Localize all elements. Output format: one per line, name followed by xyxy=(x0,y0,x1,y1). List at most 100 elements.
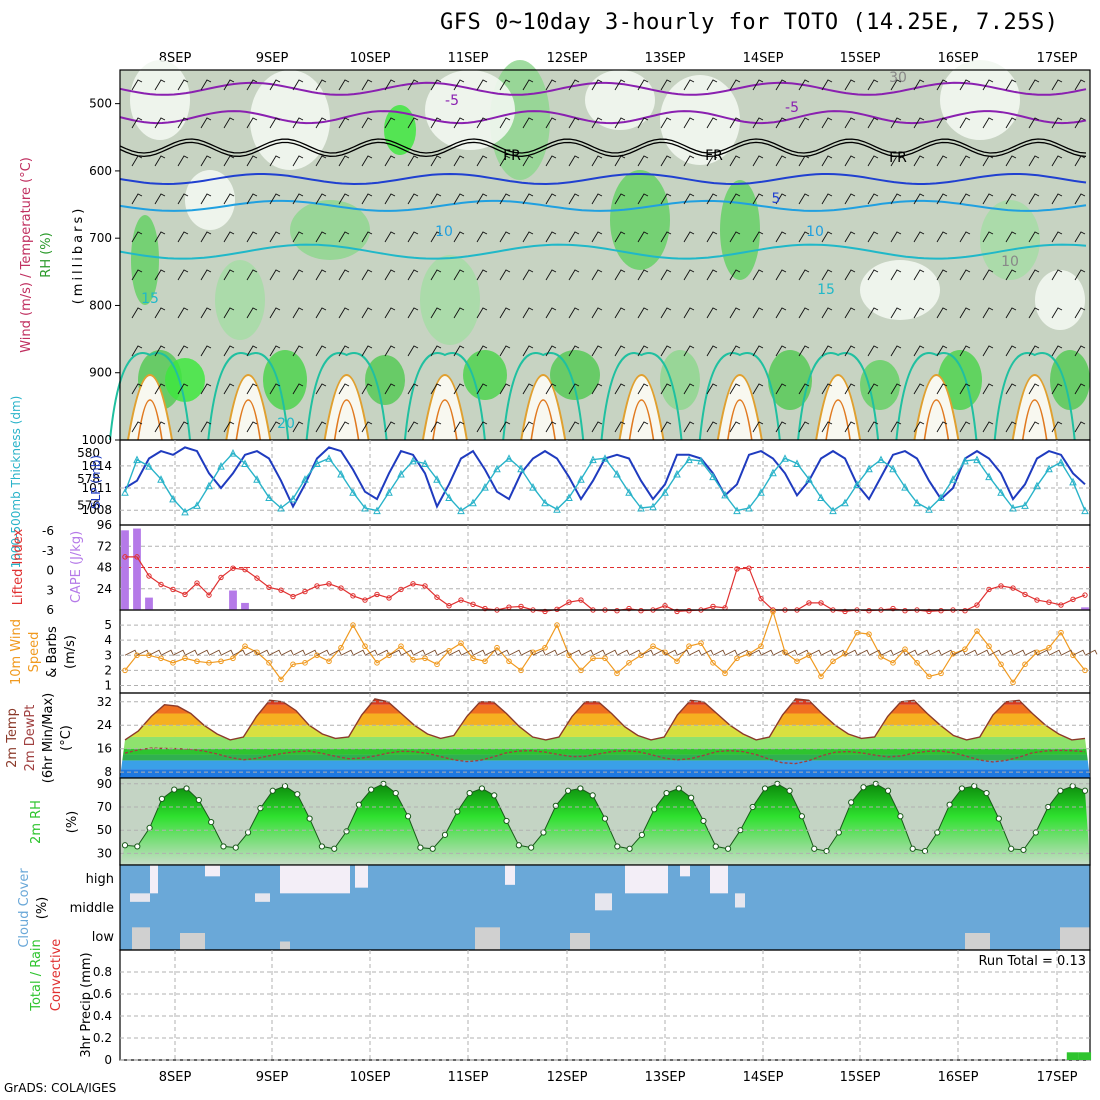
wind-barb xyxy=(752,117,764,129)
wind-barb xyxy=(614,269,626,281)
cape-ylabels: Lifted Index CAPE (J/kg) xyxy=(11,528,84,605)
wind-barb xyxy=(522,307,534,319)
wind-barb xyxy=(614,231,626,243)
slp-tick: 1011 xyxy=(81,481,112,495)
wind-barb xyxy=(268,649,282,656)
wind-marker xyxy=(602,655,608,662)
wind-tick: 4 xyxy=(104,633,112,647)
cape-bar xyxy=(121,530,129,610)
wind-barb xyxy=(706,421,718,433)
wind-barb xyxy=(683,383,695,395)
lifted-marker xyxy=(1010,585,1016,591)
wind-barb xyxy=(982,345,994,357)
wind-barb xyxy=(315,269,327,281)
wind-barb xyxy=(522,193,534,205)
rh-tick: 90 xyxy=(97,777,112,791)
precip-ylabel: 3hr Precip (mm) xyxy=(79,952,94,1057)
wind-barb xyxy=(472,649,486,656)
wind-barb xyxy=(982,231,994,243)
wind-barb xyxy=(752,383,764,395)
thickness-marker xyxy=(541,498,549,507)
wind-barb xyxy=(591,421,603,433)
wind-speed-line xyxy=(124,609,1086,684)
wind-barb xyxy=(407,345,419,357)
rh-marker xyxy=(589,792,596,799)
wind-barb xyxy=(890,307,902,319)
rh-dry-cell xyxy=(425,70,515,150)
wind-marker xyxy=(218,658,224,665)
wind-ylabels: 10m Wind Speed & Barbs (m/s) xyxy=(9,619,78,685)
credit-label: GrADS: COLA/IGES xyxy=(4,1081,117,1095)
wind-barb xyxy=(568,345,580,357)
wind-marker xyxy=(314,652,320,659)
wind-marker xyxy=(278,676,284,683)
wind-marker xyxy=(782,649,788,656)
wind-barb xyxy=(580,649,594,656)
wind-barb xyxy=(752,79,764,91)
wind-barb xyxy=(315,231,327,243)
temp-band xyxy=(120,704,1090,714)
wind-barb xyxy=(798,307,810,319)
wind-barb xyxy=(453,345,465,357)
lifted-marker xyxy=(422,583,428,589)
precip-tick: 0.4 xyxy=(93,1009,112,1023)
wind-marker xyxy=(1058,629,1064,636)
wind-marker xyxy=(938,670,944,677)
wind-barb xyxy=(637,269,649,281)
rh-marker xyxy=(688,794,695,801)
wind-barb xyxy=(384,307,396,319)
wind-barb xyxy=(890,79,902,91)
wind-barb xyxy=(775,193,787,205)
wind-barb xyxy=(752,231,764,243)
wind-barb xyxy=(476,307,488,319)
wind-barb xyxy=(637,79,649,91)
wind-marker xyxy=(530,649,536,656)
wind-barb xyxy=(1028,79,1040,91)
wind-barb xyxy=(1051,345,1063,357)
wind-barb xyxy=(890,421,902,433)
thickness-marker xyxy=(493,464,501,473)
cloud-low xyxy=(132,927,150,950)
wind-marker xyxy=(986,643,992,650)
wind-barb xyxy=(292,383,304,395)
rh-tick: 70 xyxy=(97,800,112,814)
rh-marker xyxy=(441,831,449,838)
wind-marker xyxy=(734,655,740,662)
wind-barb xyxy=(315,345,327,357)
wind-marker xyxy=(902,646,908,653)
wind-barb xyxy=(364,649,378,656)
wind-barb xyxy=(453,307,465,319)
contour-label: -5 xyxy=(445,93,459,109)
rh-marker xyxy=(515,842,522,849)
thickness-marker xyxy=(937,493,945,502)
wind-barb xyxy=(591,307,603,319)
wind-barb xyxy=(177,421,189,433)
thickness-marker xyxy=(949,475,957,483)
thickness-marker xyxy=(757,488,765,496)
wind-barb xyxy=(1000,649,1014,656)
wind-barb xyxy=(154,307,166,319)
rh-marker xyxy=(1020,846,1027,854)
cloud-layer-label: high xyxy=(86,872,114,887)
wind-barb xyxy=(736,649,750,656)
date-label-top: 15SEP xyxy=(840,51,881,66)
wind-barb xyxy=(131,421,143,433)
cape-tick: 72 xyxy=(97,539,112,553)
wind-barb xyxy=(400,649,414,656)
thickness-marker xyxy=(1033,481,1041,490)
date-label-bottom: 17SEP xyxy=(1037,1070,1078,1085)
wind-tick: 3 xyxy=(104,648,112,662)
wind-barb xyxy=(499,231,511,243)
lifted-marker xyxy=(302,588,308,595)
wind-barb xyxy=(591,117,603,129)
cape-bar xyxy=(1081,607,1089,610)
lifted-marker xyxy=(974,602,980,608)
rh-marker xyxy=(848,799,855,806)
wind-barb xyxy=(292,193,304,205)
lifted-marker xyxy=(194,580,200,586)
wind-barb xyxy=(223,155,235,167)
rh-marker xyxy=(232,844,239,851)
wind-barb xyxy=(904,649,918,656)
lifted-marker xyxy=(1046,599,1052,605)
wind-barb xyxy=(729,383,741,395)
